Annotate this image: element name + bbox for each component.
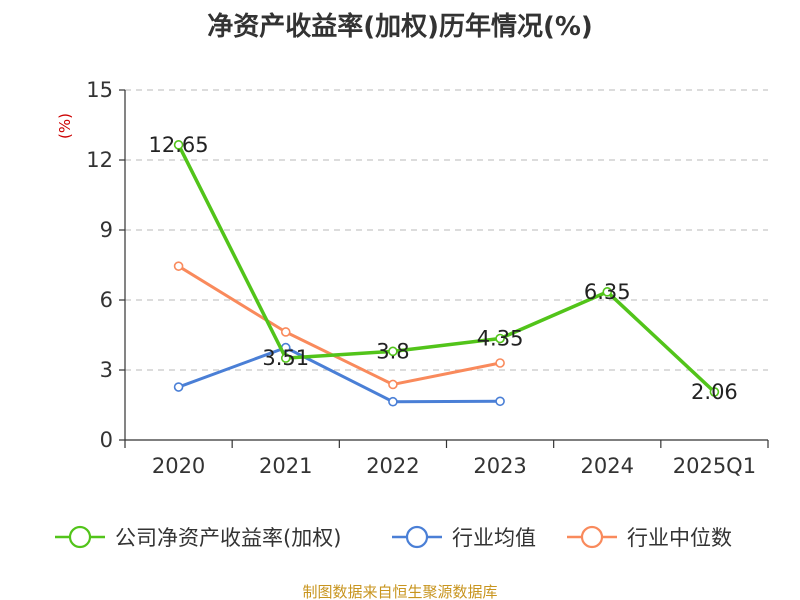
data-label: 4.35 bbox=[477, 327, 524, 351]
data-point bbox=[280, 327, 291, 337]
data-point bbox=[173, 261, 184, 271]
series-line bbox=[176, 143, 717, 394]
data-point bbox=[495, 358, 505, 368]
legend-marker bbox=[580, 525, 604, 549]
data-label: 3.51 bbox=[262, 346, 309, 370]
series-line bbox=[177, 264, 502, 386]
y-axis-ticks: 0 3 6 9 12 15 bbox=[86, 78, 125, 452]
data-labels: 12.65 3.51 3.8 4.35 6.35 2.06 bbox=[149, 133, 738, 404]
y-tick-label: 12 bbox=[86, 148, 113, 172]
x-tick-label: 2024 bbox=[581, 454, 634, 478]
x-tick-label: 2020 bbox=[152, 454, 205, 478]
data-label: 3.8 bbox=[376, 339, 409, 363]
axes bbox=[124, 90, 768, 441]
series-line bbox=[177, 346, 502, 404]
data-point bbox=[388, 346, 398, 357]
data-point bbox=[388, 379, 398, 390]
data-point bbox=[388, 396, 398, 407]
data-point bbox=[709, 387, 720, 397]
grid-lines bbox=[125, 89, 768, 371]
legend: 公司净资产收益率(加权) 行业均值 行业中位数 bbox=[55, 525, 732, 550]
y-tick-label: 0 bbox=[100, 428, 113, 452]
source-note: 制图数据来自恒生聚源数据库 bbox=[302, 583, 497, 600]
data-point bbox=[495, 333, 505, 344]
data-label: 2.06 bbox=[691, 380, 738, 404]
x-tick-label: 2023 bbox=[473, 454, 526, 478]
chart-title: 净资产收益率(加权)历年情况(%) bbox=[207, 11, 593, 42]
x-tick-label: 2022 bbox=[366, 454, 419, 478]
data-point bbox=[173, 140, 184, 150]
x-tick-label: 2021 bbox=[259, 454, 312, 478]
y-tick-label: 15 bbox=[86, 78, 113, 102]
y-tick-label: 9 bbox=[100, 218, 113, 242]
legend-marker bbox=[68, 525, 92, 549]
x-axis-ticks: 2020 2021 2022 2023 2024 2025Q1 bbox=[124, 440, 769, 478]
data-point bbox=[280, 353, 291, 363]
y-tick-label: 6 bbox=[100, 288, 113, 312]
legend-label: 行业中位数 bbox=[627, 526, 732, 550]
y-axis-unit-label: (%) bbox=[56, 113, 74, 139]
legend-label: 公司净资产收益率(加权) bbox=[115, 526, 341, 550]
data-point bbox=[495, 396, 505, 407]
legend-label: 行业均值 bbox=[452, 526, 536, 550]
legend-marker bbox=[405, 525, 429, 549]
data-label: 6.35 bbox=[584, 280, 631, 304]
y-tick-label: 3 bbox=[100, 358, 113, 382]
data-point bbox=[602, 287, 613, 297]
data-point bbox=[173, 382, 184, 392]
x-tick-label: 2025Q1 bbox=[673, 454, 756, 478]
data-label: 12.65 bbox=[149, 133, 209, 157]
series-lines bbox=[173, 140, 720, 407]
